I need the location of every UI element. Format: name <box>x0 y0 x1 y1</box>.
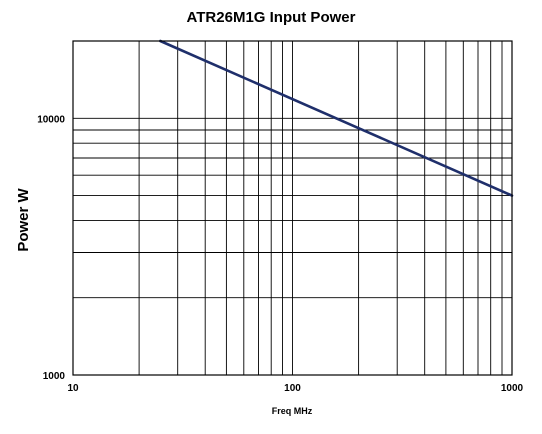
plot-frame <box>72 40 513 376</box>
y-axis-label: Power W <box>15 187 32 251</box>
y-tick-label: 10000 <box>37 114 65 125</box>
x-tick-label: 100 <box>284 383 301 394</box>
grid-layer <box>73 41 512 375</box>
x-axis-label: Freq MHz <box>272 406 313 416</box>
x-tick-label: 10 <box>67 383 79 394</box>
tick-layer: 10 100 1000 1000 10000 <box>37 114 523 394</box>
x-tick-label: 1000 <box>501 383 524 394</box>
chart-title: ATR26M1G Input Power <box>187 9 356 26</box>
series-line <box>159 39 514 197</box>
series-layer <box>159 39 514 197</box>
y-tick-label: 1000 <box>43 371 66 382</box>
